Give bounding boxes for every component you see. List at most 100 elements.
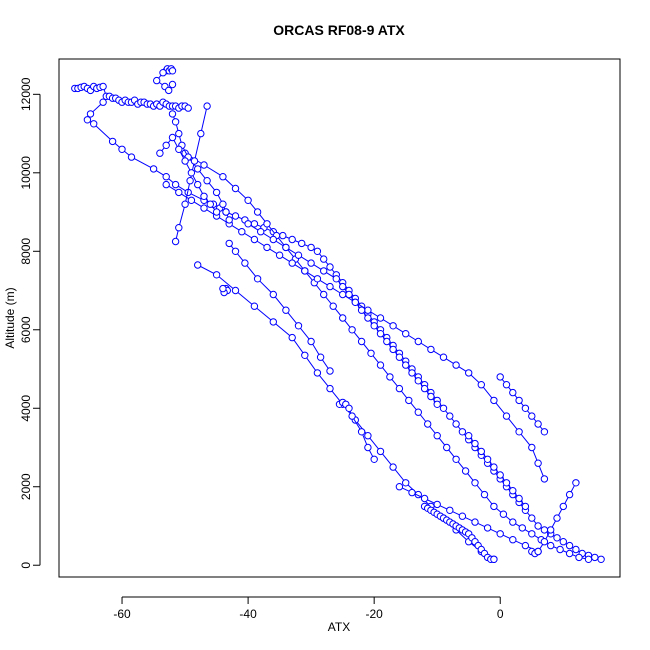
data-point	[288, 333, 296, 342]
data-point	[307, 243, 315, 252]
data-point	[250, 302, 259, 310]
data-point	[597, 555, 605, 563]
data-point	[203, 102, 211, 110]
data-point	[171, 237, 180, 246]
data-point	[219, 284, 227, 293]
data-point	[159, 69, 167, 77]
data-point	[181, 200, 189, 208]
data-point	[364, 432, 372, 440]
data-point	[496, 471, 504, 479]
data-point	[452, 455, 460, 463]
data-point	[269, 318, 277, 326]
data-point	[572, 545, 580, 554]
x-tick-label: -20	[365, 607, 383, 621]
data-point	[231, 247, 240, 256]
data-point	[496, 373, 504, 381]
series-4	[181, 149, 593, 563]
y-tick-label: 2000	[19, 473, 33, 500]
data-point	[168, 67, 177, 75]
data-point	[219, 173, 227, 181]
data-point	[575, 553, 583, 562]
data-point	[364, 306, 372, 314]
data-point	[263, 220, 271, 228]
data-point	[357, 306, 366, 314]
series-18	[465, 432, 530, 511]
y-tick-label: 4000	[19, 395, 33, 422]
data-point	[175, 145, 183, 154]
chart-title: ORCAS RF08-9 ATX	[273, 22, 405, 38]
data-point	[565, 541, 574, 550]
data-point	[244, 196, 252, 205]
data-point	[402, 330, 410, 338]
series-12	[194, 261, 498, 563]
data-point	[253, 208, 262, 216]
y-axis: 0 2000 4000 6000 8000 10000 12000	[19, 77, 41, 569]
data-point	[118, 145, 126, 154]
data-point	[294, 251, 303, 259]
data-point	[282, 243, 290, 252]
data-point	[502, 412, 511, 420]
data-point	[402, 361, 410, 369]
data-point	[509, 487, 517, 495]
data-point	[339, 282, 347, 291]
data-point	[465, 432, 473, 440]
data-point	[446, 412, 454, 420]
series-9	[219, 284, 232, 297]
data-point	[345, 290, 353, 299]
x-axis-label: ATX	[328, 620, 350, 634]
data-point	[175, 188, 183, 197]
series-line	[165, 184, 545, 480]
data-point	[307, 337, 315, 346]
data-point	[547, 541, 555, 550]
data-point	[386, 373, 394, 381]
x-tick-label: -40	[239, 607, 257, 621]
data-point	[162, 141, 170, 150]
data-point	[414, 377, 422, 385]
data-point	[547, 526, 555, 534]
data-point	[282, 306, 290, 314]
data-point	[162, 180, 170, 189]
y-tick-label: 12000	[19, 77, 33, 111]
data-point	[275, 251, 284, 259]
series-13	[335, 398, 378, 463]
data-point	[405, 396, 413, 405]
data-point	[572, 479, 580, 487]
data-point	[165, 86, 173, 95]
data-point	[194, 261, 202, 269]
data-point	[269, 290, 277, 299]
series-7	[171, 102, 211, 246]
series-3	[83, 98, 605, 563]
data-point	[446, 506, 454, 514]
data-point	[534, 522, 542, 530]
series-5	[162, 180, 549, 483]
data-point	[471, 439, 479, 448]
data-point	[348, 412, 356, 420]
data-point	[499, 510, 508, 518]
data-point	[477, 447, 485, 456]
data-point	[316, 353, 325, 361]
data-point	[540, 538, 549, 546]
data-point	[187, 169, 196, 177]
data-point	[127, 153, 136, 161]
data-point	[490, 555, 498, 563]
data-point	[559, 538, 567, 546]
data-point	[452, 361, 460, 369]
data-point	[480, 490, 489, 499]
data-point	[206, 200, 215, 208]
data-point	[395, 384, 404, 393]
data-point	[553, 534, 561, 542]
data-point	[301, 351, 309, 359]
data-point	[231, 184, 240, 193]
data-point	[339, 290, 347, 299]
data-point	[591, 553, 599, 562]
data-point	[200, 192, 208, 201]
data-point	[534, 420, 542, 428]
data-point	[263, 243, 271, 252]
x-tick-label: -60	[113, 607, 131, 621]
series-10	[225, 239, 334, 375]
data-point	[439, 404, 448, 412]
data-point	[357, 428, 366, 436]
data-point	[553, 514, 561, 522]
data-point	[559, 502, 567, 511]
